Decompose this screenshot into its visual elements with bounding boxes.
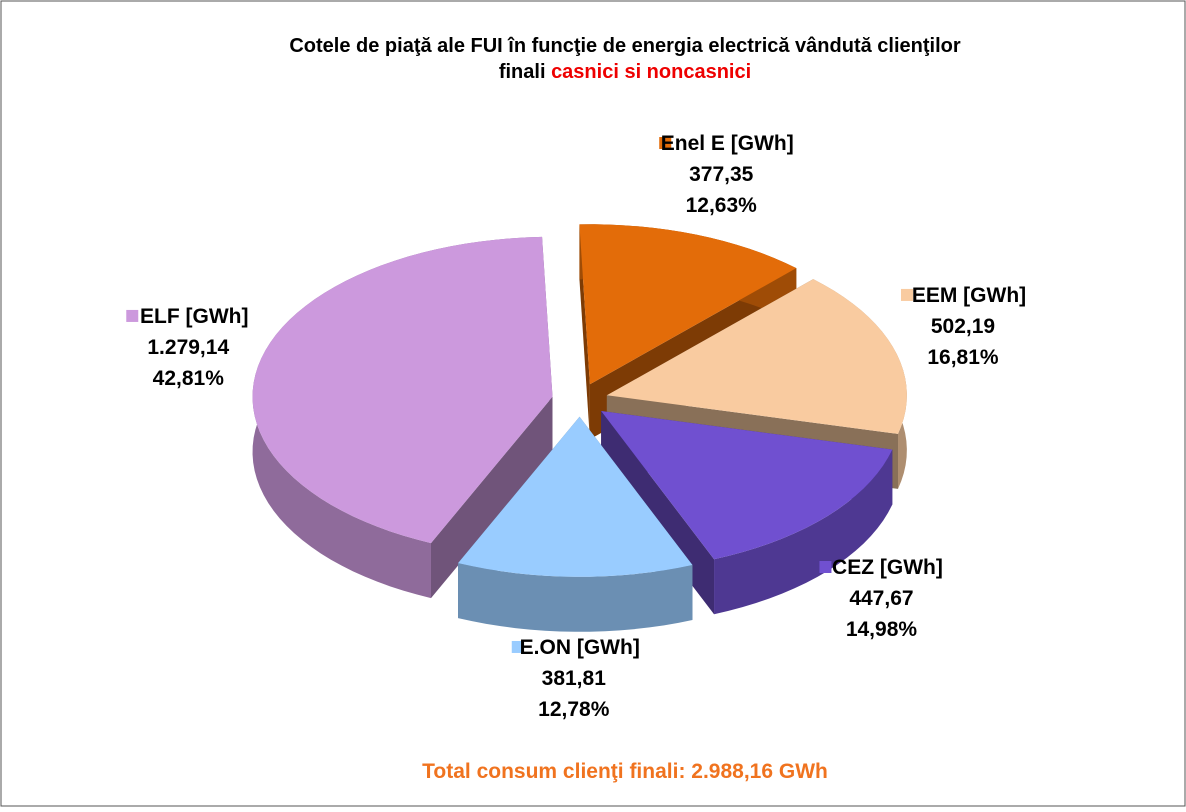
legend-swatch xyxy=(126,309,139,322)
legend-swatch xyxy=(819,560,832,573)
data-label: Enel E [GWh] 377,35 12,63% xyxy=(659,132,794,217)
category-label: EEM [GWh] xyxy=(912,284,1026,307)
slice-top xyxy=(601,411,893,560)
category-label: E.ON [GWh] xyxy=(520,636,640,659)
annotation: Total consum clienţi finali: 2.988,16 GW… xyxy=(422,760,828,783)
title-line: Cotele de piaţă ale FUI în funcţie de en… xyxy=(289,35,961,57)
slice-wall xyxy=(714,449,893,615)
percentage-label: 42,81% xyxy=(153,367,225,390)
slice-top xyxy=(579,224,797,385)
legend-swatch xyxy=(511,640,524,653)
data-label: E.ON [GWh] 381,81 12,78% xyxy=(511,636,640,721)
percentage-label: 16,81% xyxy=(927,346,999,369)
legend-swatch xyxy=(659,137,672,150)
value-label: 381,81 xyxy=(542,667,607,690)
percentage-label: 12,63% xyxy=(686,194,758,217)
slice xyxy=(458,416,693,632)
percentage-label: 14,98% xyxy=(846,618,918,641)
pie xyxy=(252,224,907,632)
percentage-label: 12,78% xyxy=(538,698,610,721)
data-label: EEM [GWh] 502,19 16,81% xyxy=(900,284,1026,369)
value-label: 447,67 xyxy=(849,587,913,610)
value-label: 1.279,14 xyxy=(147,336,229,359)
slice xyxy=(252,236,553,599)
category-label: ELF [GWh] xyxy=(140,305,248,328)
title-highlight: casnici si noncasnici xyxy=(551,61,751,83)
category-label: Enel E [GWh] xyxy=(661,132,794,155)
data-label: ELF [GWh] 1.279,14 42,81% xyxy=(126,305,248,390)
title-line: finali xyxy=(499,61,551,83)
category-label: CEZ [GWh] xyxy=(832,556,943,579)
chart-title: Cotele de piaţă ale FUI în funcţie de en… xyxy=(289,35,961,83)
slice-side xyxy=(430,396,553,599)
slice-top xyxy=(458,416,693,577)
value-label: 377,35 xyxy=(689,163,754,186)
slice-top xyxy=(606,279,907,434)
data-label: CEZ [GWh] 447,67 14,98% xyxy=(819,556,943,641)
slice-wall xyxy=(458,563,693,632)
value-label: 502,19 xyxy=(931,315,995,338)
slice-top xyxy=(252,236,553,544)
legend-swatch xyxy=(900,288,913,301)
